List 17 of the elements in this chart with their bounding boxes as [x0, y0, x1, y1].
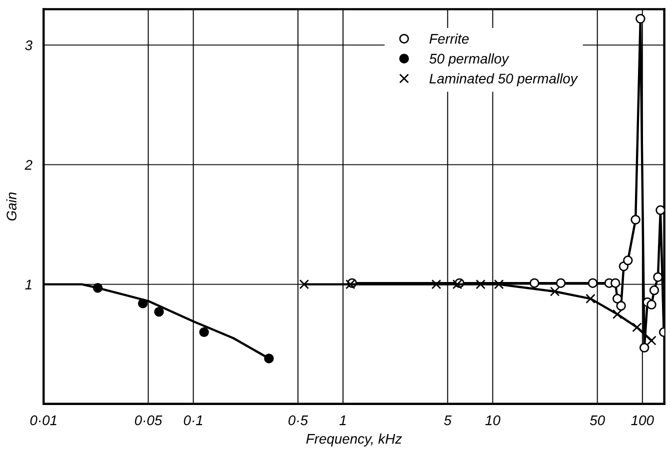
- legend-label: Ferrite: [430, 34, 469, 44]
- x-tick-label: 10: [485, 415, 500, 426]
- x-tick-label: 50: [590, 415, 605, 426]
- x-tick-label: 0·1: [184, 415, 202, 426]
- x-axis-title: Frequency, kHz: [306, 434, 402, 446]
- legend-label: 50 permalloy: [429, 53, 510, 66]
- y-tick-label: 3: [25, 40, 32, 50]
- x-tick-label: 0·01: [30, 415, 56, 426]
- x-tick-label: 1: [340, 416, 346, 426]
- y-tick-label: 1: [25, 280, 32, 290]
- x-tick-label: 100: [631, 415, 654, 426]
- x-tick-label: 0·05: [134, 415, 162, 426]
- legend-label: Laminated 50 permalloy: [430, 73, 578, 86]
- x-tick-label: 5: [444, 416, 452, 426]
- x-tick-label: 0·5: [288, 415, 308, 426]
- y-axis-title: Gain: [6, 192, 16, 221]
- y-tick-label: 2: [24, 160, 32, 170]
